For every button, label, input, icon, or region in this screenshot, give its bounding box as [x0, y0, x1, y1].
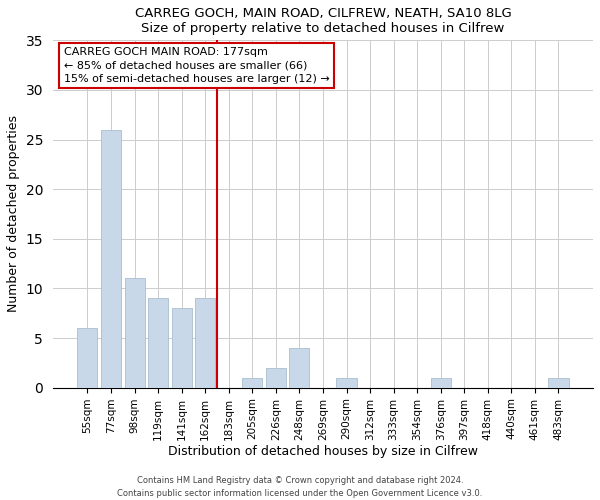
Bar: [289, 348, 310, 388]
Bar: [148, 298, 168, 388]
Text: CARREG GOCH MAIN ROAD: 177sqm
← 85% of detached houses are smaller (66)
15% of s: CARREG GOCH MAIN ROAD: 177sqm ← 85% of d…: [64, 47, 329, 84]
Bar: [125, 278, 145, 388]
Bar: [101, 130, 121, 388]
X-axis label: Distribution of detached houses by size in Cilfrew: Distribution of detached houses by size …: [168, 445, 478, 458]
Bar: [337, 378, 356, 388]
Bar: [195, 298, 215, 388]
Bar: [266, 368, 286, 388]
Bar: [172, 308, 191, 388]
Bar: [548, 378, 569, 388]
Bar: [77, 328, 97, 388]
Text: Contains HM Land Registry data © Crown copyright and database right 2024.
Contai: Contains HM Land Registry data © Crown c…: [118, 476, 482, 498]
Title: CARREG GOCH, MAIN ROAD, CILFREW, NEATH, SA10 8LG
Size of property relative to de: CARREG GOCH, MAIN ROAD, CILFREW, NEATH, …: [134, 7, 511, 35]
Y-axis label: Number of detached properties: Number of detached properties: [7, 116, 20, 312]
Bar: [431, 378, 451, 388]
Bar: [242, 378, 262, 388]
